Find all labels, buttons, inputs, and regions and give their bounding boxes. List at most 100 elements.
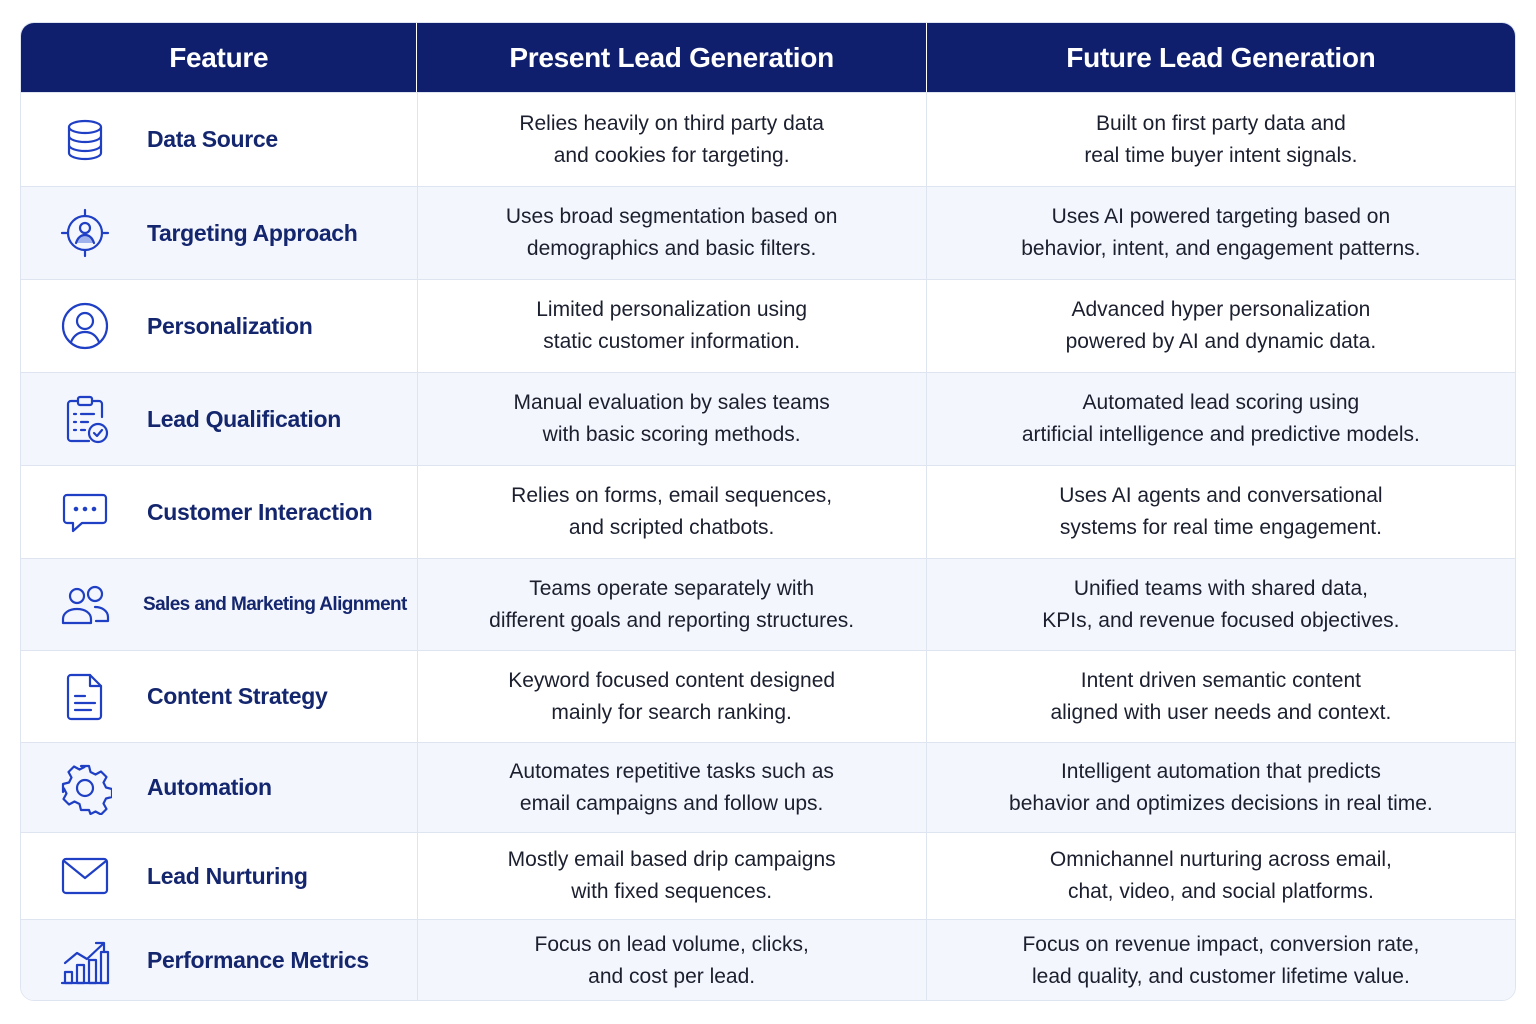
present-line: different goals and reporting structures…	[489, 608, 855, 632]
future-line: Focus on revenue impact, conversion rate…	[1022, 932, 1420, 956]
feature-label: Automation	[147, 774, 272, 800]
future-line: Intelligent automation that predicts	[1060, 759, 1381, 783]
envelope-icon	[57, 848, 113, 904]
header-present: Present Lead Generation	[416, 23, 925, 92]
future-line: aligned with user needs and context.	[1050, 700, 1392, 724]
table-row: Data Source Relies heavily on third party…	[21, 92, 1515, 186]
present-line: and scripted chatbots.	[568, 516, 775, 539]
future-cell: Focus on revenue impact, conversion rate…	[925, 920, 1515, 1000]
future-line: real time buyer intent signals.	[1084, 143, 1358, 167]
future-cell: Built on first party data and real time b…	[925, 93, 1515, 186]
feature-label: Data Source	[147, 126, 278, 152]
future-line: behavior, intent, and engagement pattern…	[1021, 237, 1421, 260]
future-cell: Omnichannel nurturing across email, chat,…	[925, 833, 1515, 919]
future-line: Uses AI agents and conversational	[1059, 484, 1383, 507]
feature-cell: Content Strategy	[21, 651, 417, 742]
present-line: email campaigns and follow ups.	[519, 791, 824, 815]
feature-label: Lead Qualification	[147, 405, 341, 432]
present-cell: Focus on lead volume, clicks, and cost pe…	[416, 920, 926, 1000]
future-line: Built on first party data and	[1095, 111, 1346, 135]
future-cell: Automated lead scoring using artificial i…	[925, 373, 1515, 465]
future-line: Intent driven semantic content	[1080, 668, 1361, 692]
present-line: Manual evaluation by sales teams	[513, 391, 830, 414]
table-row: Performance Metrics Focus on lead volume,…	[21, 919, 1515, 1000]
feature-cell: Performance Metrics	[21, 920, 417, 1000]
feature-label: Personalization	[147, 312, 313, 339]
table-row: Automation Automates repetitive tasks suc…	[21, 742, 1515, 832]
chat-bubble-icon	[57, 484, 113, 540]
present-line: Relies heavily on third party data	[519, 111, 824, 135]
clipboard-check-icon	[57, 391, 113, 447]
present-cell: Automates repetitive tasks such as email …	[416, 743, 926, 832]
present-line: and cost per lead.	[588, 964, 756, 988]
table-body: Data Source Relies heavily on third party…	[21, 92, 1515, 1000]
future-cell: Unified teams with shared data, KPIs, and…	[925, 559, 1515, 650]
future-line: Omnichannel nurturing across email,	[1049, 848, 1392, 871]
future-line: artificial intelligence and predictive m…	[1021, 423, 1420, 446]
present-cell: Relies heavily on third party data and co…	[416, 93, 926, 186]
future-cell: Advanced hyper personalization powered by…	[925, 280, 1515, 372]
present-cell: Keyword focused content designed mainly f…	[416, 651, 926, 742]
feature-label: Customer Interaction	[147, 498, 373, 525]
bar-chart-trend-icon	[57, 933, 113, 989]
feature-label: Sales and Marketing Alignment	[143, 593, 407, 615]
future-line: systems for real time engagement.	[1059, 516, 1382, 539]
present-line: and cookies for targeting.	[553, 143, 790, 167]
present-cell: Relies on forms, email sequences, and scr…	[416, 466, 926, 558]
future-line: lead quality, and customer lifetime valu…	[1031, 964, 1410, 988]
present-cell: Uses broad segmentation based on demograp…	[416, 187, 926, 279]
present-line: Keyword focused content designed	[508, 668, 836, 692]
user-circle-icon	[57, 298, 113, 354]
present-line: Relies on forms, email sequences,	[511, 484, 833, 507]
feature-cell: Customer Interaction	[21, 466, 417, 558]
present-line: demographics and basic filters.	[526, 237, 817, 260]
present-cell: Mostly email based drip campaigns with fi…	[416, 833, 926, 919]
future-line: Automated lead scoring using	[1082, 391, 1360, 414]
future-cell: Intelligent automation that predicts beha…	[925, 743, 1515, 832]
table-row: Content Strategy Keyword focused content …	[21, 650, 1515, 742]
present-cell: Manual evaluation by sales teams with bas…	[416, 373, 926, 465]
feature-cell: Targeting Approach	[21, 187, 417, 279]
future-line: behavior and optimizes decisions in real…	[1009, 791, 1433, 815]
present-line: Automates repetitive tasks such as	[509, 759, 834, 783]
present-cell: Teams operate separately with different g…	[416, 559, 926, 650]
table-row: Lead Nurturing Mostly email based drip ca…	[21, 832, 1515, 919]
table-row: Personalization Limited personalization u…	[21, 279, 1515, 372]
present-line: Uses broad segmentation based on	[505, 205, 838, 228]
feature-label: Lead Nurturing	[147, 862, 308, 889]
target-user-icon	[57, 205, 113, 261]
feature-cell: Automation	[21, 743, 417, 832]
feature-cell: Personalization	[21, 280, 417, 372]
header-feature: Feature	[169, 41, 269, 73]
future-line: Advanced hyper personalization	[1071, 298, 1371, 321]
table-row: Customer Interaction Relies on forms, ema…	[21, 465, 1515, 558]
comparison-table: Feature Present Lead Generation Future L…	[20, 22, 1516, 1001]
feature-label: Performance Metrics	[147, 947, 369, 973]
users-icon	[57, 577, 113, 633]
present-line: static customer information.	[543, 330, 801, 353]
table-header: Feature Present Lead Generation Future L…	[21, 23, 1515, 92]
present-cell: Limited personalization using static cust…	[416, 280, 926, 372]
future-line: chat, video, and social platforms.	[1067, 880, 1374, 903]
table-row: Targeting Approach Uses broad segmentatio…	[21, 186, 1515, 279]
feature-cell: Sales and Marketing Alignment	[21, 559, 417, 650]
gear-icon	[57, 760, 113, 816]
present-line: with fixed sequences.	[571, 880, 773, 903]
feature-label: Content Strategy	[147, 683, 328, 709]
document-icon	[57, 669, 113, 725]
feature-cell: Lead Nurturing	[21, 833, 417, 919]
table-row: Lead Qualification Manual evaluation by s…	[21, 372, 1515, 465]
database-icon	[57, 112, 113, 168]
future-line: Uses AI powered targeting based on	[1051, 205, 1391, 228]
table-row: Sales and Marketing Alignment Teams opera…	[21, 558, 1515, 650]
future-line: powered by AI and dynamic data.	[1065, 330, 1377, 353]
future-cell: Uses AI agents and conversational systems…	[925, 466, 1515, 558]
future-cell: Intent driven semantic content aligned wi…	[925, 651, 1515, 742]
header-future: Future Lead Generation	[925, 23, 1515, 92]
future-line: Unified teams with shared data,	[1073, 576, 1368, 600]
feature-label: Targeting Approach	[147, 219, 358, 246]
feature-cell: Lead Qualification	[21, 373, 417, 465]
present-line: Focus on lead volume, clicks,	[534, 932, 809, 956]
feature-cell: Data Source	[21, 93, 417, 186]
present-line: Teams operate separately with	[529, 576, 815, 600]
